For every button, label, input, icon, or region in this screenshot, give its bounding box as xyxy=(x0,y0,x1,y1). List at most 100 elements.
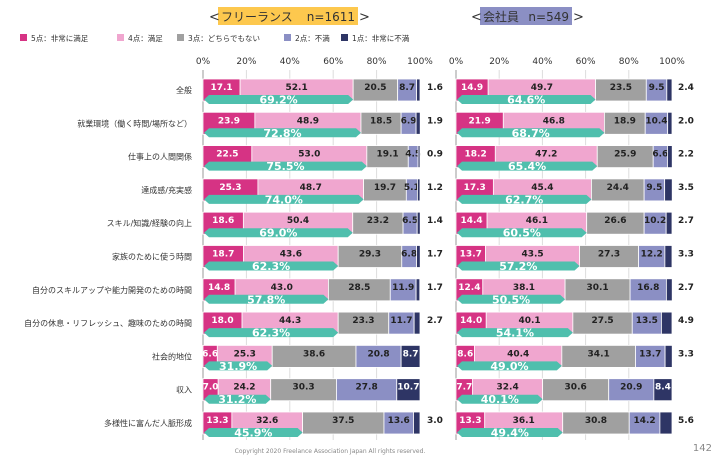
bar-value-label: 29.3 xyxy=(359,250,381,260)
satisfied-total-arrow xyxy=(204,394,271,404)
bar-segment xyxy=(667,145,673,169)
axis-tick-1-2: 40% xyxy=(532,57,552,67)
bar-value-label: 2.7 xyxy=(427,316,443,326)
bar-value-label: 32.6 xyxy=(256,416,278,426)
bar-value-label: 30.6 xyxy=(565,383,587,393)
bar-value-label: 45.4 xyxy=(531,183,553,193)
bar-segment xyxy=(415,111,421,135)
bar-value-label: 13.7 xyxy=(639,349,661,359)
satisfied-total-arrow xyxy=(457,128,605,138)
bar-value-label: 8.6 xyxy=(457,349,473,359)
bar-value-label: 13.6 xyxy=(388,416,410,426)
bar-value-label: 27.5 xyxy=(591,316,613,326)
satisfied-total-arrow xyxy=(457,261,580,271)
satisfied-total-arrow xyxy=(204,128,361,138)
category-label: 就業環境（働く時間/場所など） xyxy=(77,118,192,128)
satisfied-total-label: 40.1% xyxy=(481,393,519,406)
satisfied-total-arrow xyxy=(204,228,353,238)
satisfied-total-label: 31.2% xyxy=(218,393,256,406)
axis-tick-1-4: 80% xyxy=(619,57,639,67)
bar-segment xyxy=(664,178,673,202)
satisfied-total-arrow xyxy=(457,428,563,437)
bar-value-label: 13.7 xyxy=(460,250,482,260)
bar-value-label: 9.5 xyxy=(649,83,665,93)
bar-value-label: 17.3 xyxy=(464,183,486,193)
legend-swatch-1 xyxy=(117,34,124,41)
bar-value-label: 48.9 xyxy=(297,116,319,126)
group-header-n-0: n=1611 xyxy=(307,10,355,24)
satisfied-total-arrow xyxy=(457,95,596,104)
bar-value-label: 52.1 xyxy=(286,83,308,93)
bar-value-label: 14.2 xyxy=(633,416,655,426)
bar-value-label: 6.6 xyxy=(652,150,668,160)
bar-value-label: 7.0 xyxy=(203,383,219,393)
bar-value-label: 5.1 xyxy=(404,183,420,193)
bar-value-label: 34.1 xyxy=(588,349,610,359)
bar-value-label: 2.7 xyxy=(678,283,694,293)
category-label: スキル/知識/経験の向上 xyxy=(107,218,192,228)
bar-value-label: 14.0 xyxy=(460,316,482,326)
bar-segment xyxy=(416,245,421,268)
satisfied-total-label: 31.9% xyxy=(219,360,257,373)
axis-tick-0-3: 60% xyxy=(323,57,343,67)
bar-value-label: 3.3 xyxy=(678,250,694,260)
bar-value-label: 30.8 xyxy=(585,416,607,426)
bar-value-label: 20.5 xyxy=(364,83,386,93)
satisfied-total-label: 45.9% xyxy=(234,427,272,440)
satisfied-total-arrow xyxy=(204,328,339,338)
bar-value-label: 14.8 xyxy=(208,283,230,293)
bar-value-label: 22.5 xyxy=(216,150,238,160)
bar-value-label: 32.4 xyxy=(497,383,519,393)
satisfied-total-label: 69.2% xyxy=(259,94,297,107)
bar-value-label: 26.6 xyxy=(604,216,626,226)
group-header-bracket-left: < xyxy=(471,10,482,25)
axis-tick-1-1: 20% xyxy=(489,57,509,67)
axis-tick-1-3: 60% xyxy=(576,57,596,67)
bar-value-label: 1.7 xyxy=(427,250,443,260)
category-label: 社会的地位 xyxy=(152,351,192,361)
bar-segment xyxy=(396,378,421,402)
page-number: 142 xyxy=(693,443,712,454)
satisfied-total-label: 64.6% xyxy=(507,94,545,107)
bar-value-label: 8.4 xyxy=(655,383,671,393)
bar-value-label: 5.6 xyxy=(678,416,694,426)
satisfied-total-label: 74.0% xyxy=(265,193,303,206)
satisfied-total-label: 57.2% xyxy=(499,260,537,273)
legend-label-3: 2点：不満 xyxy=(295,34,330,43)
bar-value-label: 6.5 xyxy=(402,216,418,226)
satisfied-total-label: 72.8% xyxy=(263,127,301,140)
category-label: 仕事上の人間関係 xyxy=(128,152,192,162)
satisfied-total-arrow xyxy=(204,294,329,304)
axis-tick-0-2: 40% xyxy=(280,57,300,67)
bar-value-label: 46.1 xyxy=(526,216,548,226)
bar-value-label: 48.7 xyxy=(300,183,322,193)
satisfied-total-label: 65.4% xyxy=(508,160,546,173)
satisfied-total-arrow xyxy=(457,228,587,238)
bar-value-label: 10.2 xyxy=(644,216,666,226)
bar-value-label: 37.5 xyxy=(332,416,354,426)
bar-value-label: 18.6 xyxy=(212,216,234,226)
satisfied-total-arrow xyxy=(457,394,543,404)
legend-label-0: 5点：非常に満足 xyxy=(31,33,89,43)
bar-value-label: 2.2 xyxy=(678,150,694,160)
bar-value-label: 24.4 xyxy=(607,183,629,193)
bar-value-label: 28.5 xyxy=(348,283,370,293)
axis-tick-1-5: 100% xyxy=(659,57,685,67)
bar-value-label: 47.2 xyxy=(535,150,557,160)
bar-value-label: 30.3 xyxy=(292,383,314,393)
bar-value-label: 10.7 xyxy=(397,383,419,393)
bar-value-label: 30.1 xyxy=(586,283,608,293)
bar-value-label: 6.6 xyxy=(202,349,218,359)
satisfied-total-label: 69.0% xyxy=(259,227,297,240)
bar-value-label: 50.4 xyxy=(287,216,309,226)
bar-segment xyxy=(664,344,673,368)
bar-value-label: 19.1 xyxy=(376,150,398,160)
bar-segment xyxy=(665,278,673,302)
bar-value-label: 11.7 xyxy=(390,316,412,326)
satisfied-total-arrow xyxy=(204,428,303,437)
satisfied-total-arrow xyxy=(457,361,562,371)
satisfied-total-arrow xyxy=(457,328,573,338)
bar-value-label: 40.4 xyxy=(507,349,529,359)
bar-value-label: 20.9 xyxy=(620,383,642,393)
bar-value-label: 13.3 xyxy=(459,416,481,426)
